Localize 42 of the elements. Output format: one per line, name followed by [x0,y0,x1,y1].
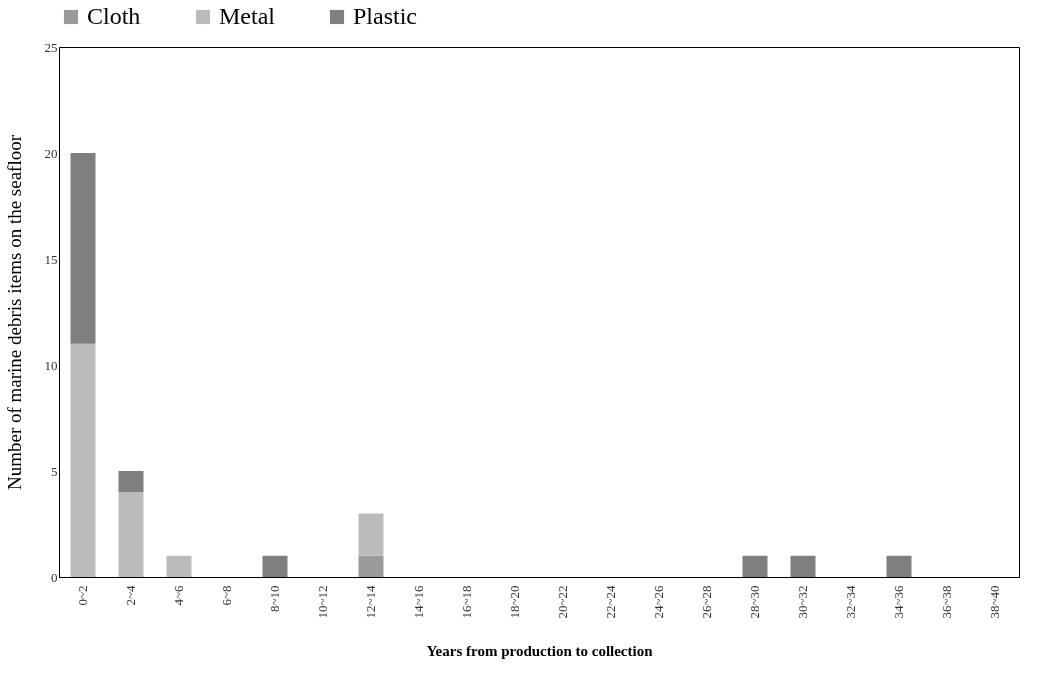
x-tick-label: 12~14 [363,585,378,619]
bar [886,555,912,577]
bar [790,555,816,577]
x-tick-label: 34~36 [891,585,906,619]
x-tick-label: 8~10 [267,585,282,613]
y-tick-label: 0 [51,569,58,585]
x-tick-label: 30~32 [795,585,810,619]
x-tick-label: 38~40 [987,585,1002,619]
x-tick-label: 10~12 [315,585,330,619]
bar [118,492,144,577]
x-tick-label: 32~34 [843,585,858,619]
bar [742,555,768,577]
bar [70,343,96,577]
bar [358,555,384,577]
legend-label: Cloth [87,3,141,29]
bar [118,471,144,493]
bar [358,513,384,556]
legend-label: Metal [219,3,276,29]
y-tick-label: 5 [51,463,58,479]
y-tick-label: 25 [44,39,58,55]
x-tick-label: 22~24 [603,585,618,619]
x-tick-label: 4~6 [171,585,186,606]
y-tick-label: 20 [44,145,58,161]
x-tick-label: 6~8 [219,585,234,606]
y-tick-label: 15 [44,251,58,267]
y-tick-label: 10 [44,357,58,373]
x-tick-label: 36~38 [939,585,954,619]
x-tick-label: 20~22 [555,585,570,619]
y-axis-title: Number of marine debris items on the seafloor [3,134,25,491]
bar [262,555,288,577]
x-tick-label: 26~28 [699,585,714,619]
x-tick-label: 0~2 [75,585,90,606]
x-tick-label: 24~26 [651,585,666,619]
x-axis-title: Years from production to collection [426,642,654,659]
x-tick-label: 28~30 [747,585,762,619]
x-tick-label: 14~16 [411,585,426,619]
bar [166,555,192,577]
x-tick-label: 18~20 [507,585,522,619]
x-tick-label: 16~18 [459,585,474,619]
x-tick-label: 2~4 [123,585,138,606]
legend-label: Plastic [353,3,417,29]
bar [70,153,96,344]
